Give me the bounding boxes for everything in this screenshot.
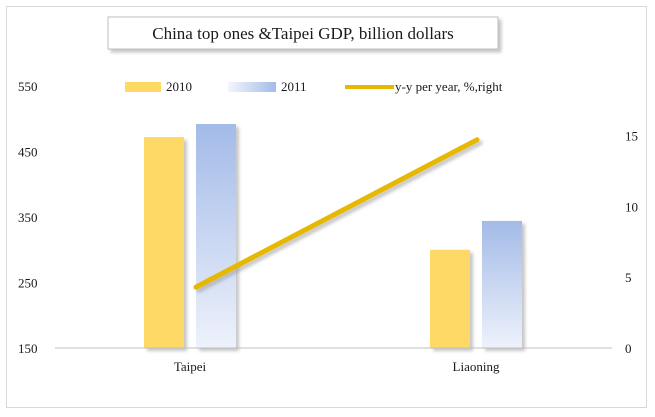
legend-label-2010: 2010 <box>166 79 192 94</box>
category-label: Liaoning <box>453 359 500 374</box>
left-tick-label: 550 <box>18 79 38 94</box>
left-tick-label: 350 <box>18 210 38 225</box>
legend-label-2011: 2011 <box>281 79 307 94</box>
category-label: Taipei <box>174 359 207 374</box>
bar-2011-Taipei <box>196 124 236 348</box>
right-tick-label: 5 <box>625 270 632 285</box>
right-tick-label: 0 <box>625 341 632 356</box>
legend-label-yy: y-y per year, %,right <box>395 79 503 94</box>
left-axis: 150 250 350 450 550 <box>18 79 38 356</box>
left-tick-label: 150 <box>18 341 38 356</box>
bar-2010-Liaoning <box>430 250 470 348</box>
chart-title: China top ones &Taipei GDP, billion doll… <box>152 24 453 43</box>
legend: 2010 2011 y-y per year, %,right <box>125 79 503 94</box>
chart-title-box: China top ones &Taipei GDP, billion doll… <box>108 17 498 49</box>
bar-2011-Liaoning <box>482 221 522 348</box>
bar-2010-Taipei <box>144 137 184 348</box>
right-tick-label: 10 <box>625 199 638 214</box>
right-axis: 0 5 10 15 <box>625 129 638 356</box>
left-tick-label: 450 <box>18 145 38 160</box>
bars <box>144 124 522 348</box>
right-tick-label: 15 <box>625 129 638 144</box>
legend-swatch-2011 <box>228 82 276 92</box>
left-tick-label: 250 <box>18 276 38 291</box>
legend-swatch-2010 <box>125 82 161 92</box>
category-labels: Taipei Liaoning <box>174 359 500 374</box>
